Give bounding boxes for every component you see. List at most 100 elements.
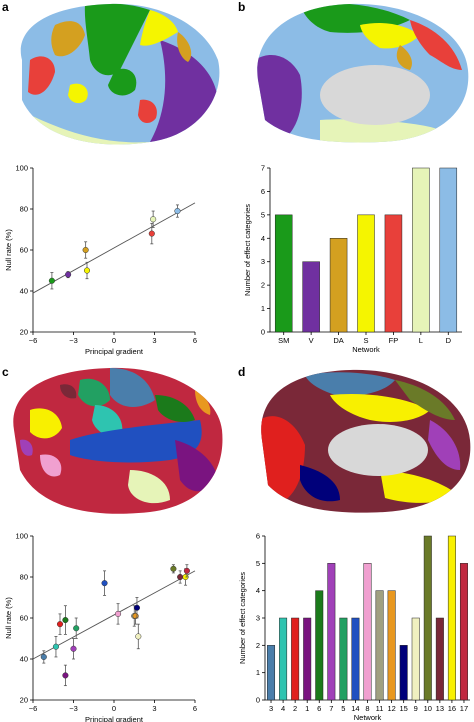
- x-tick-label: 12: [387, 704, 395, 713]
- panel-c-label: c: [2, 365, 9, 379]
- data-point: [70, 645, 77, 652]
- data-point: [73, 625, 80, 632]
- x-tick-label: 0: [112, 336, 116, 345]
- y-tick-label: 6: [256, 532, 260, 541]
- x-tick-label: D: [446, 336, 452, 345]
- brain-c-lateral-image: [13, 367, 223, 514]
- x-tick-label: 6: [317, 704, 321, 713]
- x-tick-label: 4: [281, 704, 285, 713]
- x-tick-label: −3: [69, 336, 78, 345]
- fit-line: [32, 202, 196, 294]
- bar: [315, 590, 324, 701]
- y-tick-label: 2: [256, 641, 260, 650]
- axes-frame: [32, 536, 195, 701]
- y-tick-label: 6: [261, 187, 265, 196]
- bar: [384, 214, 403, 333]
- data-point: [65, 271, 72, 278]
- y-tick-label: 3: [256, 614, 260, 623]
- y-tick-label: 20: [20, 328, 28, 337]
- y-tick-label: 40: [20, 655, 28, 664]
- data-point: [133, 604, 140, 611]
- bar: [399, 645, 408, 701]
- bar: [435, 617, 444, 701]
- x-tick-label: 2: [293, 704, 297, 713]
- data-point: [82, 246, 89, 254]
- x-tick-label: 10: [424, 704, 432, 713]
- y-tick-label: 60: [20, 614, 28, 623]
- x-tick-label: DA: [333, 336, 343, 345]
- bar: [411, 617, 420, 701]
- y-axis-label: Number of effect categories: [238, 572, 247, 664]
- x-tick-label: 6: [193, 336, 197, 345]
- bar: [375, 590, 384, 701]
- x-tick-label: 9: [414, 704, 418, 713]
- x-axis-label: Network: [352, 345, 380, 354]
- x-tick-label: FP: [389, 336, 399, 345]
- y-tick-label: 0: [261, 328, 265, 337]
- data-point: [56, 621, 64, 628]
- data-point: [177, 573, 184, 581]
- x-tick-label: 15: [400, 704, 408, 713]
- bar: [387, 590, 396, 701]
- data-point: [150, 216, 157, 223]
- brain-b-medial-image: [257, 3, 469, 143]
- data-point: [148, 230, 155, 237]
- x-tick-label: 11: [376, 704, 384, 713]
- y-tick-label: 100: [15, 532, 28, 541]
- data-point: [40, 653, 47, 661]
- bar: [327, 563, 336, 701]
- bar: [329, 238, 348, 333]
- bar: [447, 535, 456, 701]
- x-axis-label: Network: [354, 713, 382, 722]
- x-tick-label: −3: [69, 704, 78, 713]
- x-tick-label: SM: [278, 336, 289, 345]
- x-tick-label: S: [363, 336, 368, 345]
- data-point: [62, 617, 69, 624]
- x-tick-label: 7: [329, 704, 333, 713]
- bar: [302, 261, 320, 333]
- axes-frame: [32, 168, 195, 333]
- data-point: [52, 643, 60, 650]
- x-tick-label: L: [419, 336, 423, 345]
- y-tick-label: 7: [261, 164, 265, 173]
- y-tick-label: 5: [261, 210, 265, 219]
- data-point: [174, 208, 181, 215]
- y-tick-label: 4: [256, 586, 260, 595]
- x-tick-label: 3: [152, 336, 156, 345]
- x-tick-label: 17: [460, 704, 468, 713]
- bar: [339, 617, 348, 701]
- chart-a-scatter: −6 −3 0 3 6 20 40 60 80 100 Principal gradient Null…: [4, 164, 197, 357]
- x-tick-label: 8: [365, 704, 369, 713]
- x-axis-label: Principal gradient: [85, 347, 144, 356]
- bar: [412, 167, 430, 333]
- bar: [303, 617, 312, 701]
- x-tick-label: 3: [269, 704, 273, 713]
- panel-a-label: a: [2, 0, 9, 14]
- brain-d-medial-image: [261, 369, 471, 513]
- panel-b-label: b: [238, 0, 246, 14]
- fit-line: [32, 570, 196, 660]
- chart-c-scatter: −6 −3 0 3 6 20 40 60 80 100 Principal gradient Null…: [4, 532, 197, 722]
- x-tick-label: 3: [152, 704, 156, 713]
- bar: [459, 563, 468, 701]
- bar: [291, 617, 300, 701]
- data-point: [83, 267, 91, 274]
- x-tick-label: 13: [436, 704, 444, 713]
- y-tick-label: 4: [261, 234, 265, 243]
- brain-a-lateral-image: [20, 3, 220, 145]
- y-tick-label: 1: [256, 668, 260, 677]
- data-point: [135, 633, 142, 640]
- panel-d-label: d: [238, 365, 246, 379]
- bar: [357, 214, 375, 333]
- x-tick-label: 5: [341, 704, 345, 713]
- y-tick-label: 40: [20, 287, 28, 296]
- data-point: [101, 580, 108, 587]
- x-tick-label: 14: [351, 704, 359, 713]
- y-axis-label: Null rate (%): [4, 597, 13, 639]
- data-point: [48, 277, 55, 284]
- data-point: [170, 565, 177, 572]
- bar: [363, 563, 372, 701]
- x-tick-label: 0: [112, 704, 116, 713]
